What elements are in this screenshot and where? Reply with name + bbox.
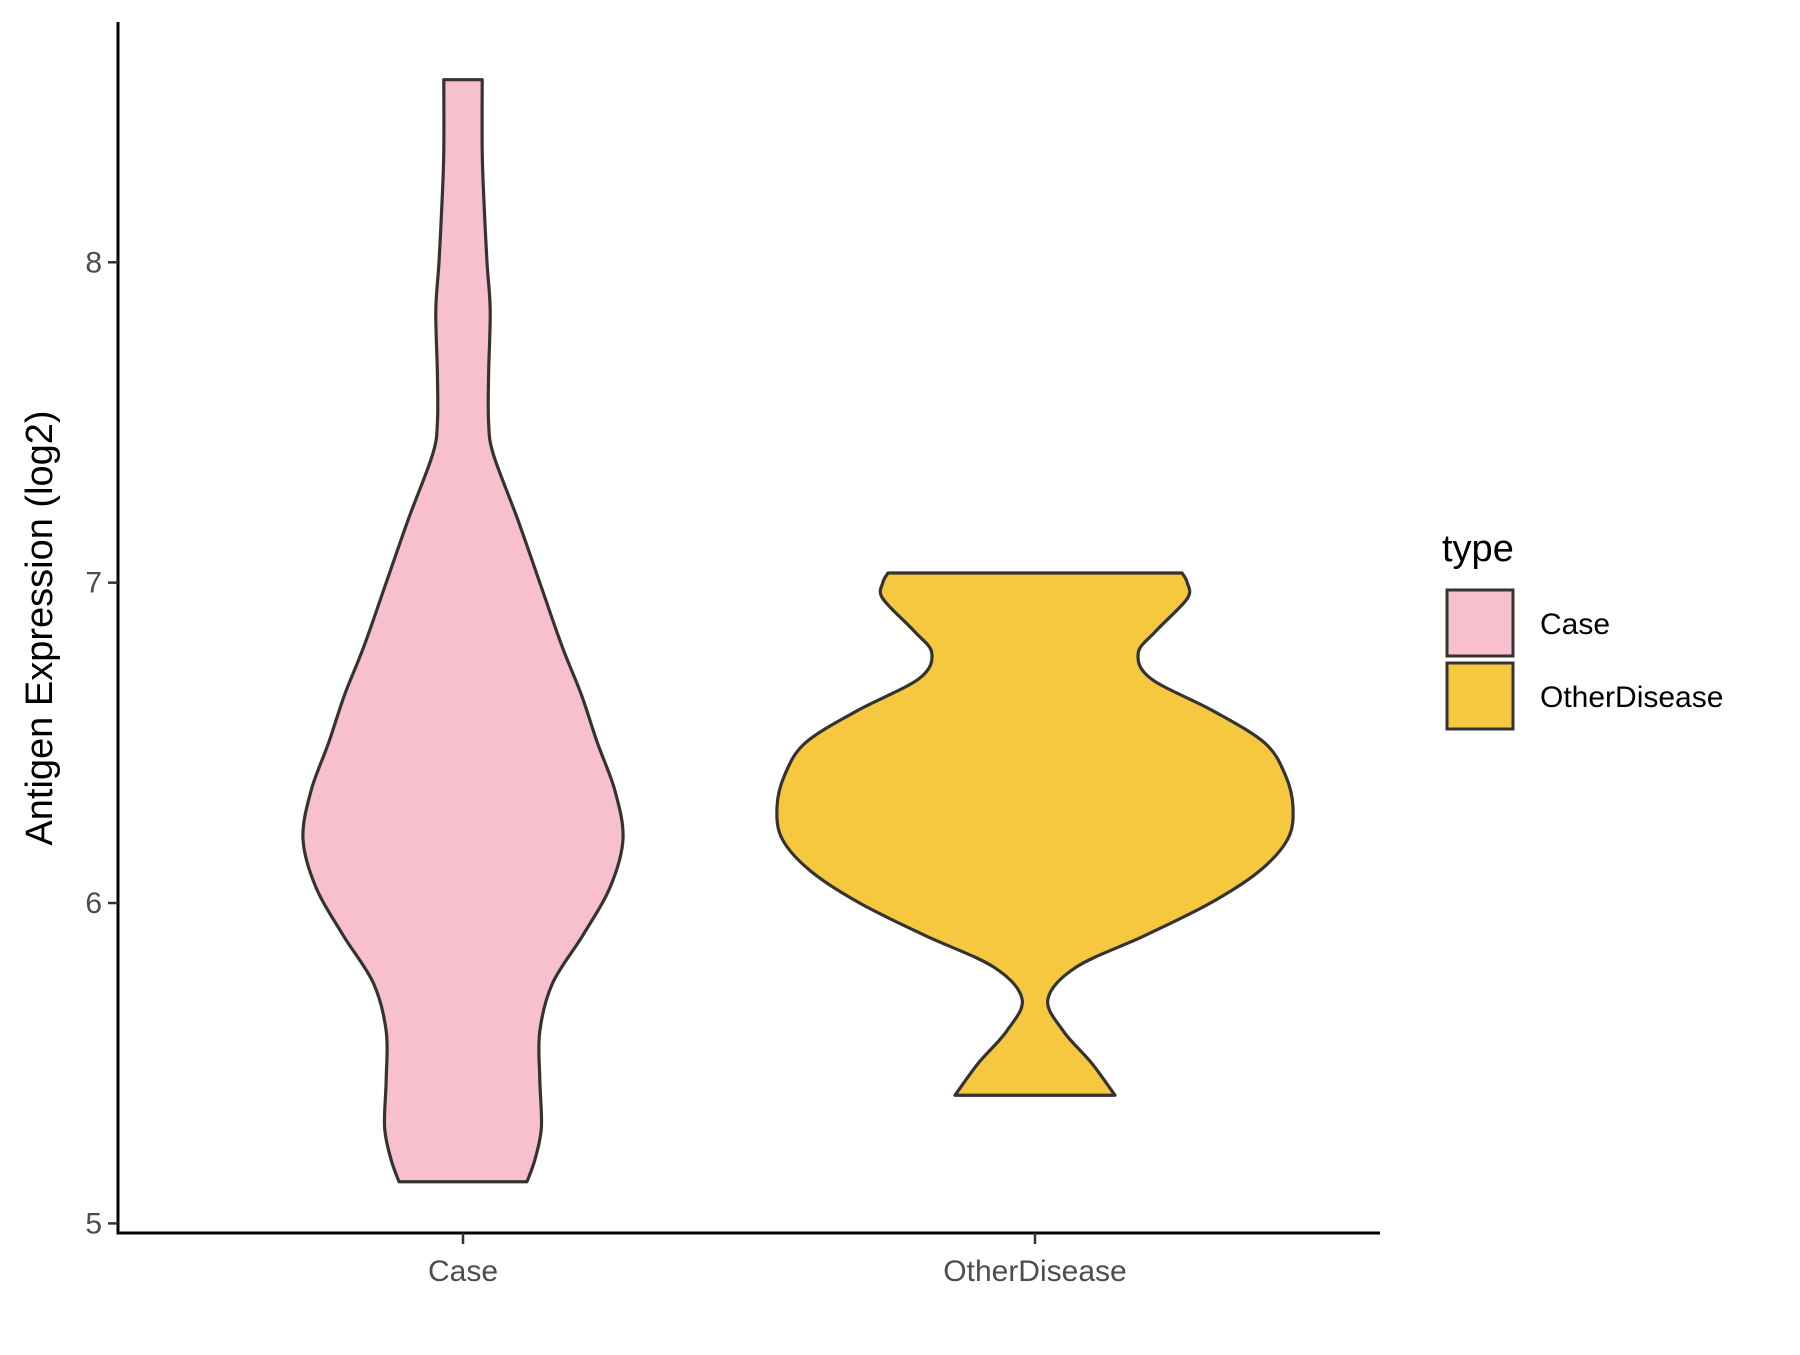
legend-label-otherdisease: OtherDisease — [1540, 681, 1723, 714]
legend-title: type — [1442, 528, 1514, 570]
x-tick-label-otherdisease: OtherDisease — [943, 1255, 1126, 1288]
legend-key-case — [1445, 588, 1515, 658]
y-tick-label-7: 7 — [85, 567, 102, 600]
y-tick-label-5: 5 — [85, 1207, 102, 1240]
axes-layer: 5 6 7 8 Case OtherDisease — [85, 22, 1380, 1288]
legend-key-otherdisease — [1445, 661, 1515, 731]
y-axis-title: Antigen Expression (log2) — [19, 410, 61, 845]
legend-label-case: Case — [1540, 608, 1610, 641]
violin-otherdisease — [775, 571, 1295, 1097]
y-tick-label-6: 6 — [85, 887, 102, 920]
violin-layer — [301, 78, 1295, 1184]
violin-case — [301, 78, 625, 1184]
x-tick-label-case: Case — [428, 1255, 498, 1288]
y-tick-label-8: 8 — [85, 246, 102, 279]
legend: type Case OtherDisease — [1442, 528, 1723, 731]
